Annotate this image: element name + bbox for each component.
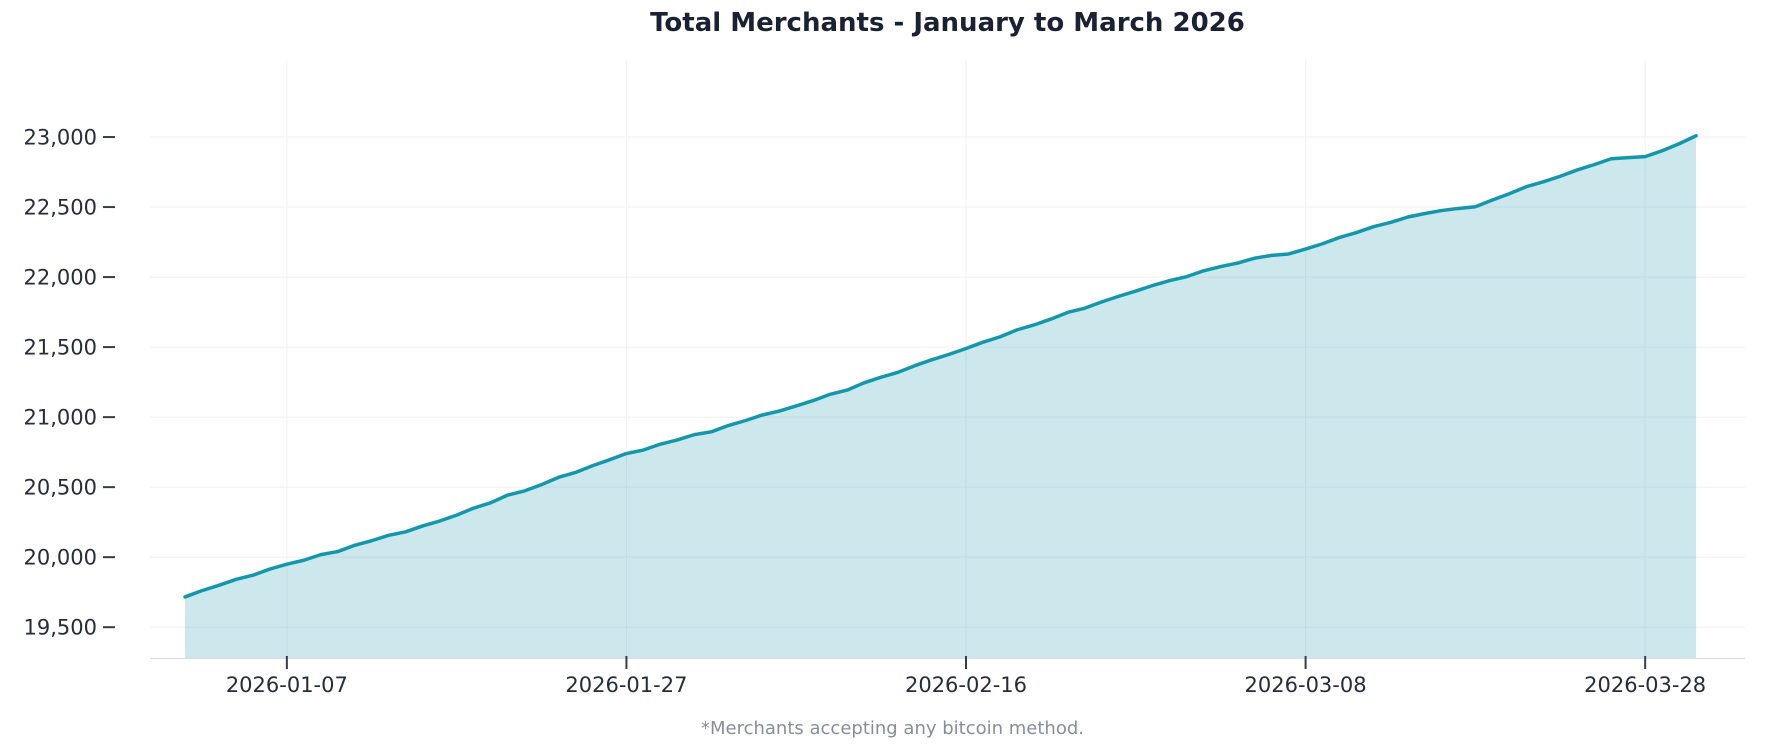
gridlines-group bbox=[150, 60, 1745, 659]
x-tick-label: 2026-02-16 bbox=[905, 673, 1027, 697]
merchants-area-fill bbox=[184, 135, 1697, 658]
x-tick-label: 2026-03-28 bbox=[1584, 673, 1706, 697]
y-tick-label: 22,000 bbox=[24, 266, 97, 290]
y-tick-label: 19,500 bbox=[24, 616, 97, 640]
x-tick-label: 2026-03-08 bbox=[1245, 673, 1367, 697]
chart-title: Total Merchants - January to March 2026 bbox=[650, 8, 1245, 38]
x-tick-label: 2026-01-07 bbox=[226, 673, 348, 697]
y-tick-label: 23,000 bbox=[24, 126, 97, 150]
y-tick-label: 21,000 bbox=[24, 406, 97, 430]
merchants-line bbox=[183, 134, 1698, 599]
y-tick-label: 22,500 bbox=[24, 196, 97, 220]
y-tick-label: 20,000 bbox=[24, 546, 97, 570]
x-tick-label: 2026-01-27 bbox=[565, 673, 687, 697]
y-tick-label: 21,500 bbox=[24, 336, 97, 360]
area-series bbox=[183, 134, 1698, 658]
axis-ticks-group: 19,500 20,000 20,500 21,000 21,500 22,000 22,5… bbox=[24, 126, 1707, 697]
chart-footnote: *Merchants accepting any bitcoin method. bbox=[700, 718, 1085, 739]
y-tick-label: 20,500 bbox=[24, 476, 97, 500]
